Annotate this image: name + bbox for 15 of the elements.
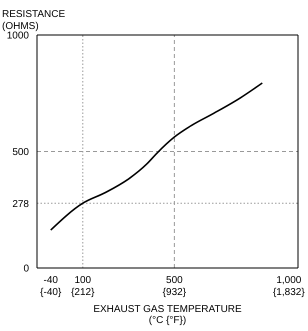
x2-tick-label: {1,832} (272, 287, 306, 298)
line-series (50, 82, 264, 231)
x2-tick-label: {932} (162, 287, 187, 298)
y-tick-label: 500 (12, 147, 30, 158)
x2-tick-label: {-40} (40, 287, 62, 298)
y-tick-label: 1000 (6, 30, 30, 42)
x-tick-label: 100 (74, 275, 92, 286)
y-tick-label: 278 (12, 198, 30, 210)
y-tick-label: 0 (23, 264, 30, 275)
x-tick-label: -40 (44, 275, 58, 286)
y-axis-title: RESISTANCE (OHMS) (2, 9, 66, 32)
x-axis-title: EXHAUST GAS TEMPERATURE (°C {°F}) (93, 304, 242, 326)
x2-tick-label: {212} (71, 287, 96, 298)
x-tick-label: 500 (166, 275, 184, 286)
x-tick-label: 1,000 (276, 275, 302, 286)
